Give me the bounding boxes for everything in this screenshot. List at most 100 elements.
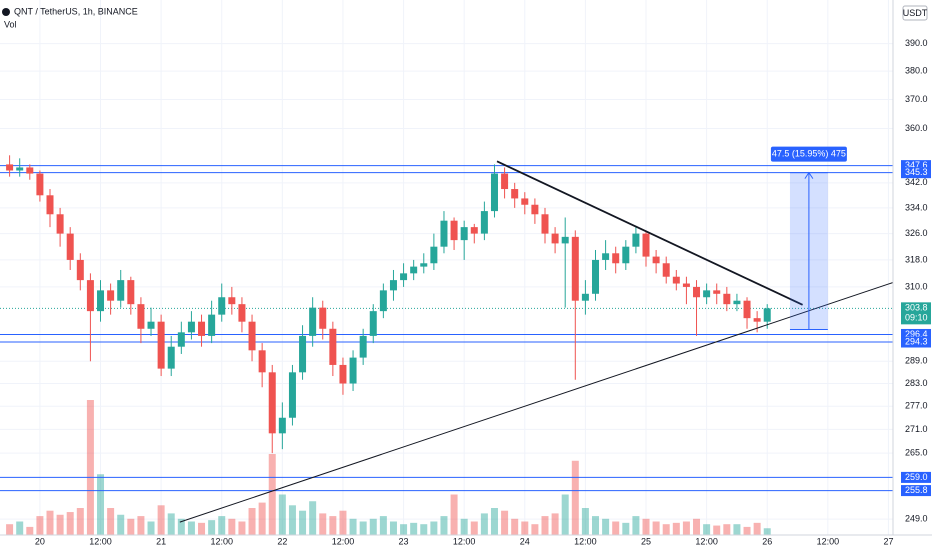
candle-body (581, 293, 589, 301)
y-tick-label: 326.0 (905, 228, 928, 238)
volume-bar (490, 508, 498, 535)
candle-body (531, 204, 539, 215)
candle-body (693, 286, 701, 298)
volume-bar (642, 518, 650, 535)
candle-body (288, 372, 296, 418)
x-tick-label: 21 (156, 536, 166, 546)
candle-body (187, 321, 195, 333)
candle-body (450, 220, 458, 241)
volume-bar (359, 521, 367, 535)
x-tick-label: 23 (399, 536, 409, 546)
volume-bar (369, 518, 377, 535)
candle-body (763, 308, 771, 322)
volume-bar (137, 516, 145, 535)
volume-bar (147, 521, 155, 535)
y-tick-label: 342.0 (905, 177, 928, 187)
volume-bar (703, 524, 711, 535)
y-tick-label: 277.0 (905, 401, 928, 411)
candle-body (16, 167, 24, 171)
candle-body (46, 195, 54, 215)
volume-bar (753, 522, 761, 535)
volume-bar (349, 518, 357, 535)
volume-bar (551, 513, 559, 535)
volume-bar (187, 521, 195, 535)
volume-bar (672, 522, 680, 535)
candle-body (137, 304, 145, 329)
volume-bar (258, 502, 266, 535)
candle-body (369, 311, 377, 336)
volume-bar (470, 521, 478, 535)
volume-layer (6, 400, 771, 535)
candle-body (6, 164, 14, 171)
x-tick-label: 27 (883, 536, 893, 546)
volume-bar (632, 516, 640, 535)
level-tag-label: 294.3 (905, 336, 928, 346)
candle-body (147, 321, 155, 329)
trendline (496, 160, 803, 306)
x-tick-label: 12:00 (695, 536, 718, 546)
y-tick-label: 283.0 (905, 378, 928, 388)
level-tag-label: 347.6 (905, 160, 928, 170)
volume-bar (228, 518, 236, 535)
candle-body (420, 263, 428, 267)
y-tick-label: 310.0 (905, 281, 928, 291)
x-tick-label: 12:00 (332, 536, 355, 546)
candle-body (117, 280, 125, 301)
y-tick-label: 271.0 (905, 424, 928, 434)
level-tag-label: 255.8 (905, 485, 928, 495)
candle-body (198, 321, 206, 336)
volume-bar (278, 494, 286, 535)
candle-body (410, 266, 418, 274)
countdown-label: 09:10 (905, 313, 928, 323)
currency-box[interactable] (902, 5, 928, 21)
volume-bar (248, 508, 256, 535)
candle-body (672, 276, 680, 284)
volume-bar (6, 524, 14, 535)
x-tick-label: 22 (277, 536, 287, 546)
volume-bar (157, 505, 165, 535)
volume-bar (56, 514, 64, 535)
volume-bar (612, 521, 620, 535)
level-tag (901, 167, 931, 179)
candle-body (349, 357, 357, 384)
volume-bar (309, 501, 317, 535)
candle-body (36, 173, 44, 196)
candle-body (157, 321, 165, 369)
candle-body (743, 300, 751, 319)
x-tick-label: 12:00 (574, 536, 597, 546)
y-tick-label: 334.0 (905, 202, 928, 212)
volume-bar (450, 494, 458, 535)
y-tick-label: 289.0 (905, 356, 928, 366)
volume-bar (238, 521, 246, 535)
y-tick-label: 370.0 (905, 94, 928, 104)
volume-bar (299, 510, 307, 535)
volume-bar (652, 521, 660, 535)
volume-bar (460, 518, 468, 535)
volume-bar (440, 516, 448, 535)
symbol-icon (2, 8, 10, 16)
measure-label-box (770, 146, 847, 162)
x-tick-label: 12:00 (453, 536, 476, 546)
candle-body (652, 256, 660, 264)
volume-bar (127, 518, 135, 535)
volume-bar (66, 512, 74, 535)
volume-bar (26, 526, 34, 535)
volume-bar (571, 460, 579, 535)
candle-body (511, 189, 519, 199)
volume-bar (339, 510, 347, 535)
volume-bar (581, 508, 589, 535)
candle-body (703, 290, 711, 298)
volume-bar (561, 494, 569, 535)
candle-body (309, 307, 317, 336)
candle-body (642, 233, 650, 257)
candle-body (218, 297, 226, 315)
level-tag (901, 160, 931, 172)
volume-bar (662, 524, 670, 535)
y-tick-label: 390.0 (905, 38, 928, 48)
candle-body (470, 227, 478, 234)
volume-bar (713, 525, 721, 535)
candle-body (682, 283, 690, 287)
volume-bar (16, 521, 24, 535)
